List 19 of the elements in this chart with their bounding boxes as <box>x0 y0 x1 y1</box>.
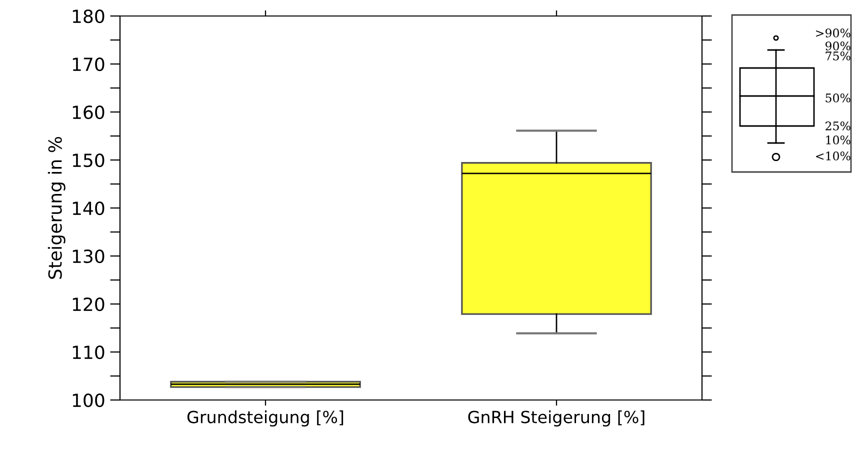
text: 25% <box>826 121 850 130</box>
y-tick-label: 150 <box>72 153 104 168</box>
text: 90% <box>826 41 850 50</box>
x-tick-label: Grundsteigung [%] <box>187 410 344 427</box>
text: 50% <box>826 93 850 102</box>
y-tick-label: 180 <box>72 9 104 24</box>
text: 10% <box>826 135 850 144</box>
y-tick-label: 110 <box>72 345 104 360</box>
y-tick-label: 170 <box>72 57 104 72</box>
text: <10% <box>816 151 850 160</box>
text: >90% <box>816 28 850 38</box>
y-tick-label: 140 <box>72 201 104 216</box>
y-tick-label: 130 <box>72 249 104 264</box>
text: 75% <box>826 51 850 60</box>
x-tick-label: GnRH Steigerung [%] <box>468 410 644 427</box>
y-tick-label: 120 <box>72 297 104 312</box>
y-axis-title: Steigerung in % <box>48 136 66 279</box>
y-tick-label: 100 <box>72 393 104 408</box>
y-tick-label: 160 <box>72 105 104 120</box>
